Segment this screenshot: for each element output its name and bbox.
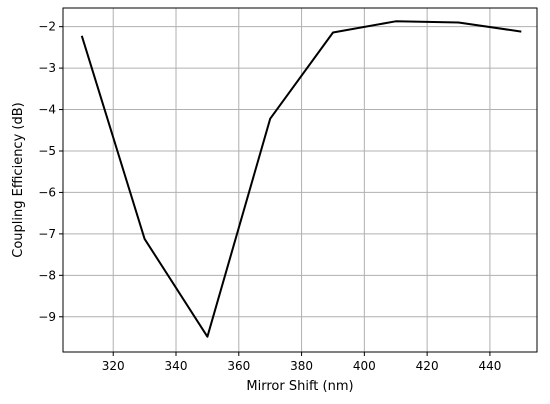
y-axis-label: Coupling Efficiency (dB) <box>11 102 26 257</box>
x-axis-label: Mirror Shift (nm) <box>246 379 353 394</box>
y-tick-label: −2 <box>38 20 56 34</box>
y-tick-label: −3 <box>38 61 56 75</box>
x-tick-label: 380 <box>290 359 313 373</box>
grid <box>63 8 537 352</box>
x-tick-label: 340 <box>165 359 188 373</box>
y-tick-label: −7 <box>38 227 56 241</box>
x-tick-label: 420 <box>416 359 439 373</box>
x-tick-label: 440 <box>478 359 501 373</box>
plot-area-frame <box>62 7 538 353</box>
y-tick-label: −5 <box>38 144 56 158</box>
x-tick-label: 360 <box>227 359 250 373</box>
y-tick-label: −4 <box>38 103 56 117</box>
y-tick-label: −8 <box>38 268 56 282</box>
axis-ticks: 320 340 360 380 400 420 440 −2 −3 −4 −5 −6 −7 −8 −9 <box>38 20 501 373</box>
x-tick-label: 320 <box>102 359 125 373</box>
series-line <box>80 20 522 338</box>
x-tick-label: 400 <box>353 359 376 373</box>
y-tick-label: −9 <box>38 310 56 324</box>
y-tick-label: −6 <box>38 185 56 199</box>
